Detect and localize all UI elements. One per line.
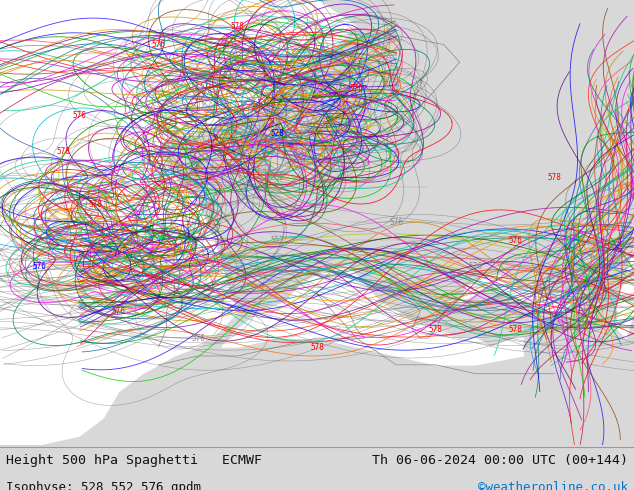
Text: 528: 528 xyxy=(271,129,284,138)
Text: 578: 578 xyxy=(508,325,522,334)
Text: 578: 578 xyxy=(548,173,562,182)
Text: 578: 578 xyxy=(310,343,324,351)
Text: 576: 576 xyxy=(389,218,403,227)
Text: 576: 576 xyxy=(191,334,205,343)
Text: 576: 576 xyxy=(152,40,165,49)
Text: Isophyse: 528 552 576 gpdm: Isophyse: 528 552 576 gpdm xyxy=(6,481,202,490)
Polygon shape xyxy=(0,0,238,445)
Text: 552: 552 xyxy=(271,236,284,245)
Text: 576: 576 xyxy=(508,236,522,245)
Text: 578: 578 xyxy=(88,200,102,209)
Text: 576: 576 xyxy=(136,236,150,245)
Text: 578: 578 xyxy=(429,325,443,334)
Text: 578: 578 xyxy=(231,22,245,31)
Text: 578: 578 xyxy=(56,147,70,156)
Text: 576: 576 xyxy=(33,263,46,271)
Text: 576: 576 xyxy=(72,111,86,120)
Text: 552: 552 xyxy=(294,84,308,94)
Text: 552: 552 xyxy=(191,84,205,94)
Text: ©weatheronline.co.uk: ©weatheronline.co.uk xyxy=(477,481,628,490)
Text: Th 06-06-2024 00:00 UTC (00+144): Th 06-06-2024 00:00 UTC (00+144) xyxy=(372,454,628,467)
Polygon shape xyxy=(460,276,571,312)
Text: 576: 576 xyxy=(469,263,482,271)
Text: Height 500 hPa Spaghetti   ECMWF: Height 500 hPa Spaghetti ECMWF xyxy=(6,454,262,467)
Text: 552: 552 xyxy=(271,173,284,182)
Polygon shape xyxy=(618,240,634,338)
Polygon shape xyxy=(0,0,356,143)
Text: 576: 576 xyxy=(350,84,363,94)
Text: 576: 576 xyxy=(112,307,126,316)
Polygon shape xyxy=(222,267,523,365)
